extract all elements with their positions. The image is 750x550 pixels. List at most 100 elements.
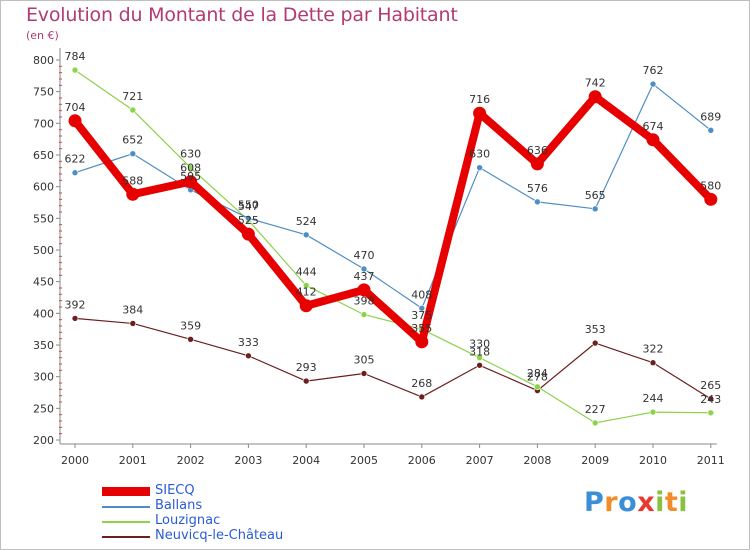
data-label: 716	[469, 93, 490, 106]
data-point	[646, 133, 660, 147]
data-point	[649, 359, 657, 367]
data-point	[476, 361, 483, 369]
legend-label: Ballans	[155, 498, 203, 513]
y-tick-label: 550	[33, 212, 54, 225]
x-tick-label: 2001	[119, 454, 147, 467]
data-label: 318	[469, 345, 490, 358]
data-label: 630	[180, 148, 201, 161]
legend-label: SIECQ	[155, 483, 195, 498]
y-tick-label: 500	[33, 244, 54, 257]
data-point	[129, 106, 137, 114]
x-tick-label: 2005	[350, 454, 378, 467]
legend-label: Louzignac	[155, 513, 221, 528]
data-label: 580	[700, 179, 721, 192]
data-point	[704, 192, 718, 206]
logo-letter: t	[664, 487, 679, 518]
y-tick-label: 700	[33, 117, 54, 130]
data-point	[418, 393, 426, 401]
chart-title: Evolution du Montant de la Dette par Hab…	[26, 4, 458, 26]
data-label: 437	[354, 270, 375, 283]
data-label: 721	[122, 90, 143, 103]
data-label: 742	[585, 77, 606, 90]
data-point	[360, 311, 368, 318]
chart-subtitle: (en €)	[26, 29, 59, 42]
data-point	[71, 169, 79, 177]
data-label: 630	[469, 148, 490, 161]
legend-swatch	[102, 535, 150, 538]
legend-label: Neuvicq-le-Château	[155, 528, 284, 543]
x-tick-label: 2008	[523, 454, 551, 467]
data-label: 353	[585, 323, 606, 336]
data-label: 227	[585, 403, 606, 416]
data-label: 322	[643, 343, 664, 356]
data-label: 608	[180, 162, 201, 175]
y-tick-label: 400	[33, 307, 54, 320]
data-point	[187, 335, 194, 343]
data-label: 444	[296, 265, 317, 278]
data-point	[415, 335, 429, 349]
data-point	[187, 164, 194, 171]
data-point	[591, 339, 599, 347]
data-point	[360, 265, 368, 273]
data-label: 550	[238, 198, 259, 211]
data-point	[476, 164, 483, 171]
data-point	[649, 80, 657, 88]
x-tick-label: 2007	[466, 454, 494, 467]
data-label: 398	[354, 295, 375, 308]
data-point	[71, 66, 79, 74]
series-line-1	[74, 83, 712, 309]
data-point	[649, 408, 657, 416]
logo-letter: P	[584, 487, 605, 518]
data-point	[534, 198, 541, 206]
series-line-3	[74, 317, 712, 400]
data-point	[245, 352, 252, 360]
data-point	[707, 409, 715, 417]
data-label: 784	[65, 50, 86, 63]
x-tick-label: 2009	[581, 454, 609, 467]
legend-swatch	[102, 505, 150, 508]
x-tick-label: 2010	[639, 454, 667, 467]
y-tick-label: 250	[33, 402, 54, 415]
y-tick-label: 350	[33, 339, 54, 352]
data-point	[71, 315, 79, 322]
data-label: 588	[122, 174, 143, 187]
y-tick-label: 300	[33, 371, 54, 384]
x-tick-label: 2000	[61, 454, 89, 467]
y-tick-label: 750	[33, 86, 54, 99]
data-label: 689	[700, 110, 721, 123]
data-label: 278	[527, 371, 548, 384]
data-label: 622	[65, 153, 86, 166]
series-line-2	[74, 69, 712, 424]
data-label: 355	[411, 322, 432, 335]
data-label: 412	[296, 286, 317, 299]
data-label: 762	[643, 64, 664, 77]
legend-swatch	[102, 487, 150, 496]
data-label: 408	[411, 288, 432, 301]
y-tick-label: 650	[33, 149, 54, 162]
y-tick-label: 450	[33, 276, 54, 289]
data-label: 524	[296, 215, 317, 228]
data-label: 284	[527, 367, 548, 380]
data-label: 244	[643, 392, 664, 405]
data-point	[245, 215, 252, 222]
data-label: 330	[469, 338, 490, 351]
data-label: 595	[180, 170, 201, 183]
data-point	[241, 227, 255, 241]
logo-letter: i	[678, 487, 689, 518]
data-point	[591, 419, 599, 427]
data-point	[184, 175, 198, 189]
data-label: 293	[296, 361, 317, 374]
logo-letter: x	[637, 487, 656, 518]
data-point	[591, 205, 599, 213]
logo-letter: i	[655, 487, 665, 518]
data-label: 636	[527, 144, 548, 157]
data-point	[357, 283, 371, 297]
legend-swatch	[102, 520, 150, 523]
data-point	[473, 106, 487, 120]
data-point	[129, 150, 137, 158]
y-tick-label: 800	[33, 54, 54, 67]
data-label: 470	[354, 249, 375, 262]
data-label: 265	[700, 379, 721, 392]
data-point	[302, 282, 310, 289]
x-tick-label: 2002	[177, 454, 205, 467]
